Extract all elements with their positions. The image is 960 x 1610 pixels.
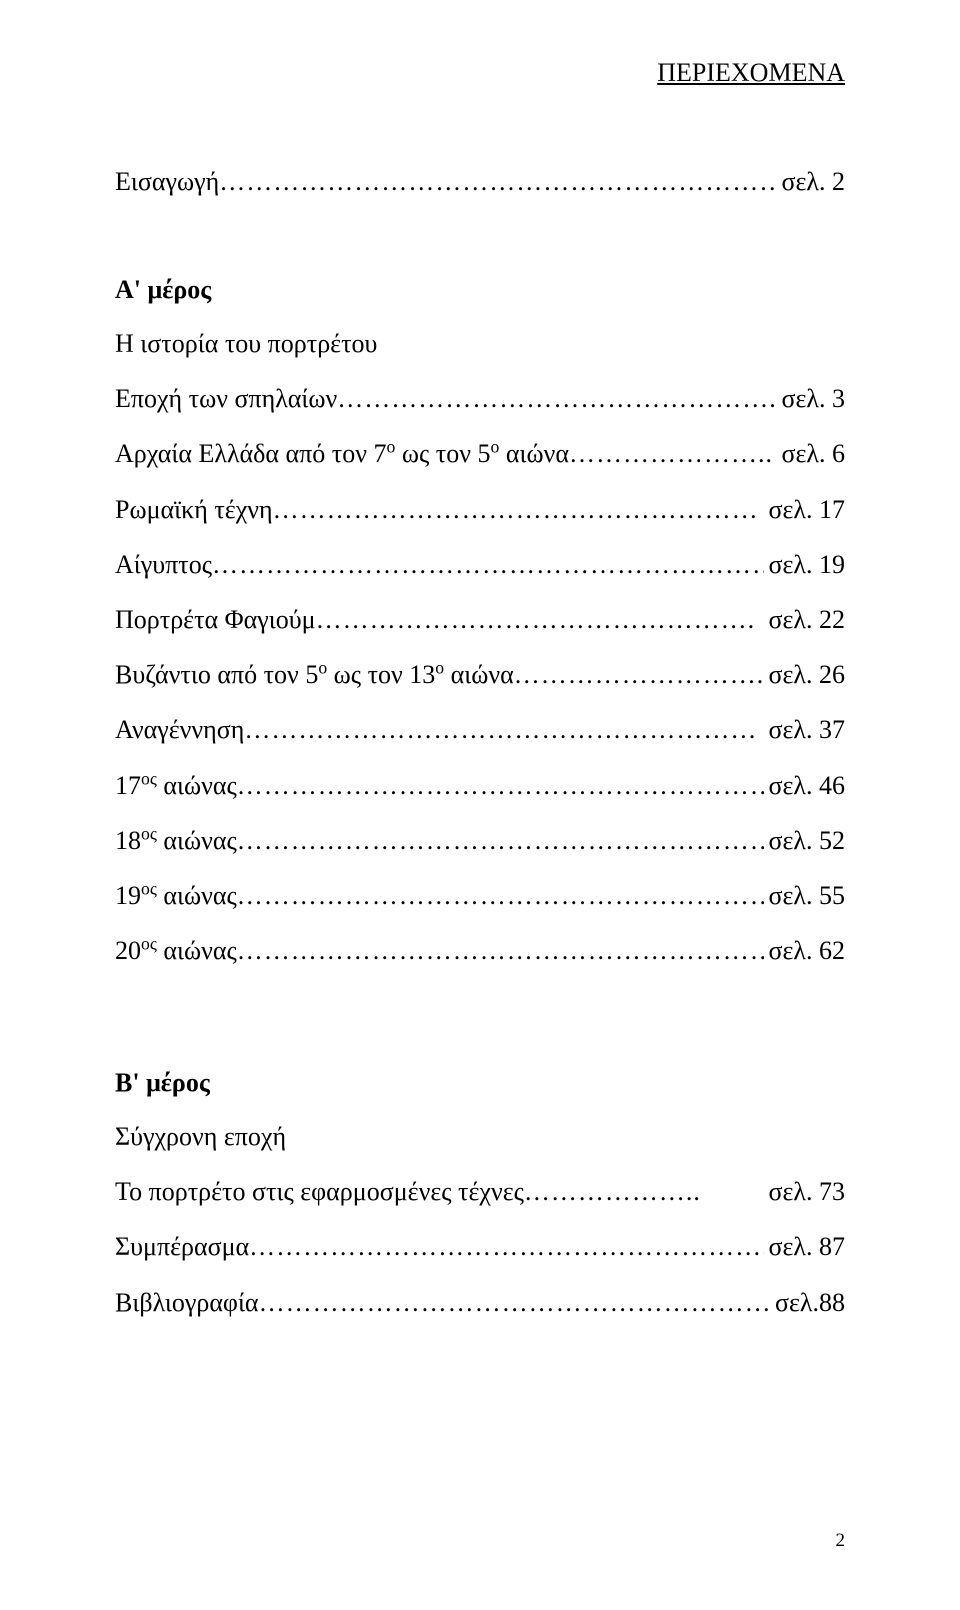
toc-leader: ……………………………………………… <box>273 494 765 525</box>
toc-label: Το πορτρέτο στις εφαρμοσμένες τέχνες <box>115 1176 524 1207</box>
toc-leader: …………………………………………. <box>316 604 765 635</box>
superscript: ο <box>435 657 444 677</box>
toc-leader: ………………….. <box>569 438 778 469</box>
toc-label: Αναγέννηση <box>115 714 244 745</box>
toc-row: Αρχαία Ελλάδα από τον 7ο ως τον 5ο αιώνα… <box>115 438 845 469</box>
toc-page: σελ. 37 <box>764 714 845 745</box>
toc-label: Εισαγωγή <box>115 166 219 197</box>
toc-label: Βιβλιογραφία <box>115 1287 259 1318</box>
toc-row: Το πορτρέτο στις εφαρμοσμένες τέχνες ………… <box>115 1176 845 1207</box>
toc-row: 17ος αιώνας ………………………………………………………. σελ. … <box>115 770 845 801</box>
toc-leader: ………………………………………………….. <box>249 1231 764 1262</box>
toc-label-part: αιώνας <box>157 771 237 800</box>
toc-page: σελ. 26 <box>764 659 845 690</box>
toc-label-part: Αρχαία Ελλάδα από τον 7 <box>115 439 387 468</box>
toc-row: 18ος αιώνας ………………………………………………………. σελ. … <box>115 825 845 856</box>
toc-leader: ……………………….. <box>514 659 765 690</box>
toc-page: σελ. 22 <box>764 604 845 635</box>
toc-leader: ………………………………………………………… <box>219 166 777 197</box>
toc-row: Συμπέρασμα ………………………………………………….. σελ. 87 <box>115 1231 845 1262</box>
toc-label: Αρχαία Ελλάδα από τον 7ο ως τον 5ο αιώνα <box>115 438 569 469</box>
toc-row: Πορτρέτα Φαγιούμ …………………………………………. σελ. … <box>115 604 845 635</box>
toc-leader: ……………….. <box>524 1176 765 1207</box>
toc-label-part: 18 <box>115 826 141 855</box>
toc-label: 19ος αιώνας <box>115 880 237 911</box>
toc-label-part: 17 <box>115 771 141 800</box>
toc-label: Αίγυπτος <box>115 549 212 580</box>
toc-label: 20ος αιώνας <box>115 935 237 966</box>
toc-leader: ………………………………………………….. <box>259 1287 771 1318</box>
toc-row: 19ος αιώνας ………………………………………………………. σελ. … <box>115 880 845 911</box>
toc-leader: ………………………………………………………. <box>237 935 765 966</box>
superscript: ος <box>141 823 157 843</box>
superscript: ο <box>490 437 499 457</box>
toc-label: Βυζάντιο από τον 5ο ως τον 13ο αιώνα <box>115 659 514 690</box>
toc-page: σελ. 2 <box>777 166 845 197</box>
toc-page: σελ. 19 <box>764 549 845 580</box>
toc-page: σελ. 73 <box>764 1176 845 1207</box>
toc-row: 20ος αιώνας ………………………………………………………. σελ. … <box>115 935 845 966</box>
toc-row: Εποχή των σπηλαίων ………………………………………….. σε… <box>115 383 845 414</box>
toc-page: σελ.88 <box>771 1287 845 1318</box>
toc-row: Αίγυπτος ………………………………………………………. σελ. 19 <box>115 549 845 580</box>
toc-label-part: αιώνας <box>157 881 237 910</box>
toc-label-part: ως τον 13 <box>327 660 435 689</box>
toc-leader: ………………………………………………………. <box>237 770 765 801</box>
toc-label-part: 19 <box>115 881 141 910</box>
spacer <box>115 990 845 1068</box>
toc-page: σελ. 55 <box>764 880 845 911</box>
toc-label: 17ος αιώνας <box>115 770 237 801</box>
toc-page: σελ. 52 <box>764 825 845 856</box>
toc-label: 18ος αιώνας <box>115 825 237 856</box>
toc-label-part: αιώνας <box>157 936 237 965</box>
toc-leader: ………………………………………………………. <box>212 549 764 580</box>
toc-page: σελ. 3 <box>777 383 845 414</box>
toc-row: Βυζάντιο από τον 5ο ως τον 13ο αιώνα ………… <box>115 659 845 690</box>
toc-leader: ………………………………………………………. <box>237 880 765 911</box>
toc-page: σελ. 17 <box>764 494 845 525</box>
toc-label-part: αιώνας <box>157 826 237 855</box>
toc-label: Ρωμαϊκή τέχνη <box>115 494 273 525</box>
superscript: ος <box>141 933 157 953</box>
toc-label-part: αιώνα <box>499 439 569 468</box>
superscript: ος <box>141 878 157 898</box>
toc-label-part: Βυζάντιο από τον 5 <box>115 660 318 689</box>
toc-label-part: αιώνα <box>444 660 514 689</box>
part-b-subheading: Σύγχρονη εποχή <box>115 1122 845 1152</box>
toc-page: σελ. 87 <box>764 1231 845 1262</box>
toc-leader: ………………………………………………… <box>244 714 764 745</box>
superscript: ος <box>141 768 157 788</box>
toc-row: Αναγέννηση ………………………………………………… σελ. 37 <box>115 714 845 745</box>
toc-row: Βιβλιογραφία ………………………………………………….. σελ.8… <box>115 1287 845 1318</box>
toc-page: σελ. 62 <box>764 935 845 966</box>
footer-page-number: 2 <box>836 1530 846 1552</box>
page-title: ΠΕΡΙΕΧΟΜΕΝΑ <box>115 58 845 88</box>
toc-label-part: ως τον 5 <box>395 439 490 468</box>
toc-row-intro: Εισαγωγή ………………………………………………………… σελ. 2 <box>115 166 845 197</box>
toc-row: Ρωμαϊκή τέχνη ……………………………………………… σελ. 17 <box>115 494 845 525</box>
toc-label: Εποχή των σπηλαίων <box>115 383 337 414</box>
toc-leader: ………………………………………….. <box>337 383 777 414</box>
part-b-heading: Β' μέρος <box>115 1068 845 1098</box>
toc-page: σελ. 6 <box>777 438 845 469</box>
toc-leader: ………………………………………………………. <box>237 825 765 856</box>
superscript: ο <box>318 657 327 677</box>
part-a-heading: A' μέρος <box>115 275 845 305</box>
toc-label: Συμπέρασμα <box>115 1231 249 1262</box>
toc-label-part: 20 <box>115 936 141 965</box>
part-a-subheading: Η ιστορία του πορτρέτου <box>115 329 845 359</box>
toc-label: Πορτρέτα Φαγιούμ <box>115 604 316 635</box>
toc-page: σελ. 46 <box>764 770 845 801</box>
